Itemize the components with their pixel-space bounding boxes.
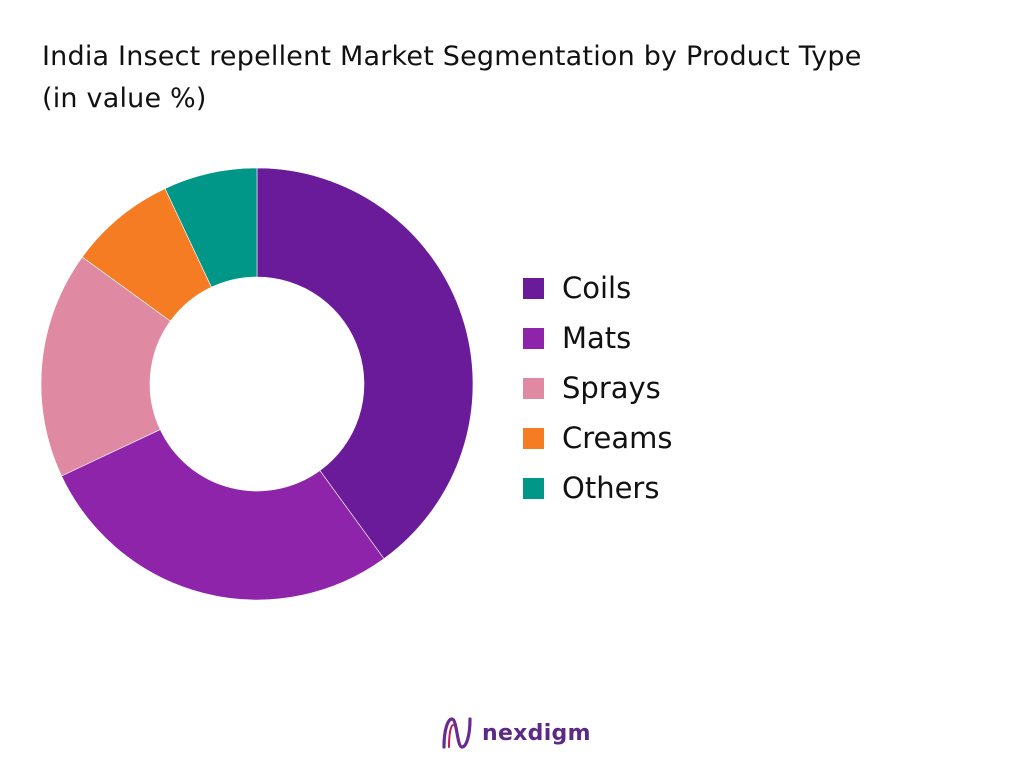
legend-swatch-coils	[523, 277, 544, 299]
legend-swatch-mats	[523, 327, 544, 349]
brand-name: nexdigm	[482, 720, 591, 746]
chart-title: India Insect repellent Market Segmentati…	[42, 36, 1002, 120]
legend-swatch-creams	[523, 427, 544, 449]
legend-label-creams: Creams	[562, 421, 673, 455]
slice-sprays	[40, 256, 171, 477]
legend-label-sprays: Sprays	[562, 371, 661, 405]
slice-coils	[256, 167, 474, 560]
legend-label-coils: Coils	[562, 271, 632, 305]
legend-label-others: Others	[562, 471, 660, 505]
legend-swatch-others	[523, 477, 544, 499]
chart-title-line-2: (in value %)	[42, 83, 207, 114]
legend-swatch-sprays	[523, 377, 544, 399]
chart-title-line-1: India Insect repellent Market Segmentati…	[42, 41, 862, 72]
legend-item-others: Others	[523, 463, 673, 513]
legend-item-mats: Mats	[523, 313, 673, 363]
legend-label-mats: Mats	[562, 321, 632, 355]
nexdigm-logo-icon	[442, 717, 472, 749]
brand: nexdigm	[440, 715, 591, 751]
legend-item-sprays: Sprays	[523, 363, 673, 413]
slice-others	[164, 167, 258, 288]
legend: Coils Mats Sprays Creams Others	[523, 263, 673, 513]
legend-item-creams: Creams	[523, 413, 673, 463]
slice-mats	[61, 429, 385, 601]
legend-item-coils: Coils	[523, 263, 673, 313]
